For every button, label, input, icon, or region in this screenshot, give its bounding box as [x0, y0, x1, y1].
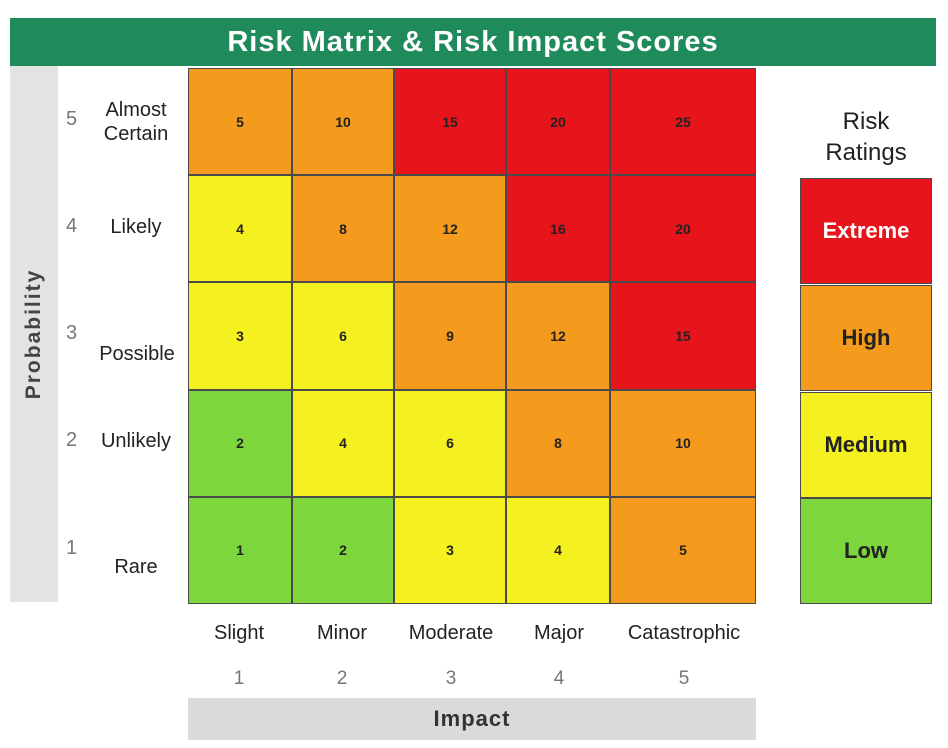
- page-title: Risk Matrix & Risk Impact Scores: [10, 18, 936, 66]
- probability-level-label: Rare: [114, 556, 158, 578]
- matrix-cell: 12: [506, 282, 610, 390]
- ratings-title: Risk Ratings: [825, 108, 907, 167]
- matrix-cell: 10: [292, 68, 394, 176]
- probability-level-label: Likely: [110, 216, 162, 238]
- matrix-cell: 4: [292, 389, 394, 497]
- impact-level-label: Catastrophic: [627, 622, 741, 644]
- rating-high: High: [800, 285, 932, 391]
- rating-extreme: Extreme: [800, 178, 932, 284]
- matrix-cell: 4: [188, 175, 292, 283]
- impact-level-label: Minor: [316, 622, 368, 644]
- matrix-cell: 15: [610, 282, 756, 390]
- matrix-cell: 10: [610, 389, 756, 497]
- impact-level-number: 3: [445, 668, 457, 689]
- probability-level-number: 5: [66, 108, 78, 130]
- matrix-cell: 1: [188, 496, 292, 604]
- matrix-cell: 2: [188, 389, 292, 497]
- matrix-cell: 3: [394, 496, 506, 604]
- probability-level-number: 1: [66, 537, 78, 559]
- matrix-cell: 15: [394, 68, 506, 176]
- probability-level-label: Unlikely: [100, 430, 172, 452]
- matrix-cell: 6: [292, 282, 394, 390]
- matrix-cell: 8: [506, 389, 610, 497]
- impact-level-number: 2: [336, 668, 348, 689]
- impact-axis-label: Impact: [188, 698, 756, 740]
- probability-level-number: 4: [66, 215, 78, 237]
- probability-level-number: 3: [66, 322, 78, 344]
- probability-level-label: Possible: [99, 343, 175, 365]
- matrix-cell: 9: [394, 282, 506, 390]
- matrix-cell: 20: [610, 175, 756, 283]
- impact-level-number: 4: [553, 668, 565, 689]
- probability-level-number: 2: [66, 429, 78, 451]
- matrix-cell: 8: [292, 175, 394, 283]
- matrix-cell: 20: [506, 68, 610, 176]
- impact-level-label: Slight: [213, 622, 265, 644]
- matrix-cell: 4: [506, 496, 610, 604]
- matrix-cell: 25: [610, 68, 756, 176]
- matrix-cell: 2: [292, 496, 394, 604]
- rating-low: Low: [800, 498, 932, 604]
- probability-axis-panel: [10, 66, 58, 602]
- matrix-cell: 3: [188, 282, 292, 390]
- probability-axis-label: Probability: [22, 268, 45, 400]
- impact-level-number: 1: [233, 668, 245, 689]
- probability-level-label: Almost Certain: [103, 99, 169, 146]
- matrix-cell: 5: [188, 68, 292, 176]
- rating-medium: Medium: [800, 392, 932, 498]
- impact-level-number: 5: [678, 668, 690, 689]
- impact-level-label: Moderate: [408, 622, 494, 644]
- risk-matrix-grid: 5 10 15 20 25 4 8 12 16 20 3 6 9 12 15 2 4 6 8 10 1 2 3 4 5: [188, 68, 756, 604]
- matrix-cell: 6: [394, 389, 506, 497]
- matrix-cell: 5: [610, 496, 756, 604]
- matrix-cell: 12: [394, 175, 506, 283]
- matrix-cell: 16: [506, 175, 610, 283]
- impact-level-label: Major: [533, 622, 585, 644]
